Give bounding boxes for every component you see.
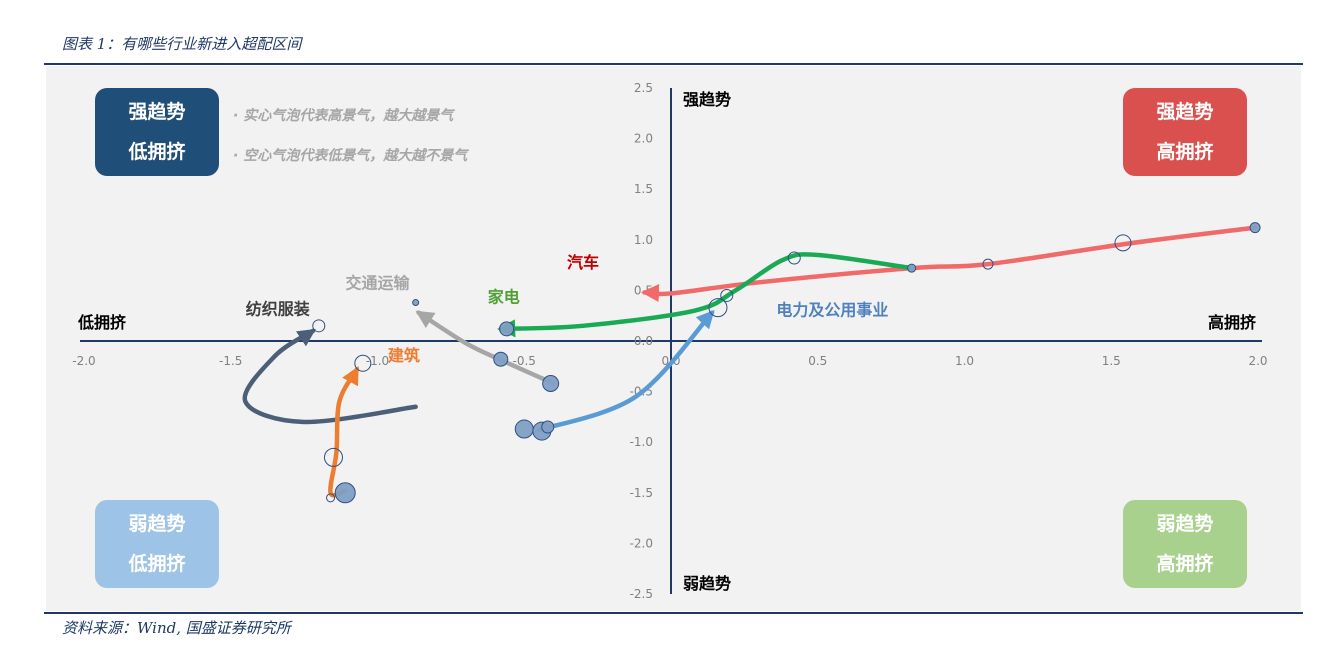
y-tick-label: 1.0 (634, 233, 653, 247)
chart-area: -2.0 -1.5 -1.0 -0.5 0.0 0.5 1.0 1.5 2.0 2.5 2.0 1.5… (46, 66, 1301, 611)
data-bubble (708, 298, 728, 318)
data-bubble (493, 351, 509, 367)
series-path (640, 225, 1258, 302)
data-bubble (907, 263, 917, 273)
data-bubble (982, 258, 994, 270)
data-bubble (787, 251, 801, 265)
y-axis-bottom-label: 弱趋势 (683, 574, 732, 593)
x-tick-label: -0.5 (513, 354, 536, 368)
figure-caption: 图表 1：有哪些行业新进入超配区间 (62, 35, 302, 53)
data-bubble (334, 482, 356, 504)
quadrant-line-1: 弱趋势 (1156, 513, 1214, 535)
data-bubble (541, 420, 555, 434)
quadrant-line-2: 高拥挤 (1156, 141, 1214, 163)
series-label: 交通运输 (345, 273, 410, 292)
series-path (328, 366, 360, 498)
series-label: 电力及公用事业 (776, 301, 888, 320)
series-label: 建筑 (388, 346, 420, 365)
y-tick-label: 2.5 (634, 81, 653, 95)
series-label: 汽车 (567, 253, 599, 272)
x-tick-label: -1.0 (366, 354, 389, 368)
quadrant-line-1: 强趋势 (1156, 101, 1214, 123)
data-bubble (326, 493, 336, 503)
y-tick-label: 0.0 (634, 334, 653, 348)
quadrant-weak-trend-low-crowding: 弱趋势 低拥挤 (95, 500, 219, 588)
data-bubble (542, 375, 560, 393)
series-path (536, 309, 715, 433)
series-label: 家电 (488, 288, 520, 307)
y-tick-label: 2.0 (634, 132, 653, 146)
y-tick-label: 1.5 (634, 182, 653, 196)
series-path (242, 328, 418, 425)
y-tick-label: -1.0 (630, 435, 653, 449)
bottom-rule (44, 612, 1303, 614)
x-tick-label: 1.0 (955, 354, 974, 368)
x-tick-label: 1.5 (1102, 354, 1121, 368)
data-bubble (1249, 222, 1261, 234)
x-axis-left-label: 低拥挤 (78, 313, 127, 332)
x-tick-label: 2.0 (1248, 354, 1267, 368)
data-bubble (1114, 234, 1132, 252)
bubble-note-hollow: · 空心气泡代表低景气，越大越不景气 (233, 148, 468, 164)
y-tick-label: -1.5 (630, 486, 653, 500)
data-bubble (354, 354, 372, 372)
series-label: 纺织服装 (246, 300, 310, 319)
x-tick-label: 0.5 (808, 354, 827, 368)
y-axis-top-label: 强趋势 (683, 90, 732, 109)
data-bubble (499, 321, 515, 337)
x-tick-label: -1.5 (219, 354, 242, 368)
quadrant-line-2: 低拥挤 (128, 141, 186, 163)
data-bubble (720, 288, 734, 302)
quadrant-strong-trend-low-crowding: 强趋势 低拥挤 (95, 88, 219, 176)
data-bubble (323, 447, 343, 467)
top-rule (44, 63, 1303, 65)
quadrant-bubble-chart: -2.0 -1.5 -1.0 -0.5 0.0 0.5 1.0 1.5 2.0 2.5 2.0 1.5… (72, 81, 1267, 601)
quadrant-weak-trend-high-crowding: 弱趋势 高拥挤 (1123, 500, 1247, 588)
x-tick-label: -2.0 (72, 354, 95, 368)
series-path (497, 252, 914, 338)
data-bubble (514, 419, 534, 439)
quadrant-line-2: 高拥挤 (1156, 553, 1214, 575)
bubble-note-filled: · 实心气泡代表高景气，越大越景气 (233, 108, 454, 124)
quadrant-line-2: 低拥挤 (128, 553, 186, 575)
quadrant-line-1: 强趋势 (128, 101, 186, 123)
x-axis-right-label: 高拥挤 (1208, 313, 1257, 332)
source-note: 资料来源：Wind, 国盛证券研究所 (62, 619, 291, 637)
quadrant-line-1: 弱趋势 (128, 513, 186, 535)
y-tick-label: -2.0 (630, 536, 653, 550)
data-bubble (312, 319, 326, 333)
data-bubble (412, 299, 420, 307)
series-path (415, 310, 556, 386)
y-tick-label: -2.5 (630, 587, 653, 601)
quadrant-strong-trend-high-crowding: 强趋势 高拥挤 (1123, 88, 1247, 176)
